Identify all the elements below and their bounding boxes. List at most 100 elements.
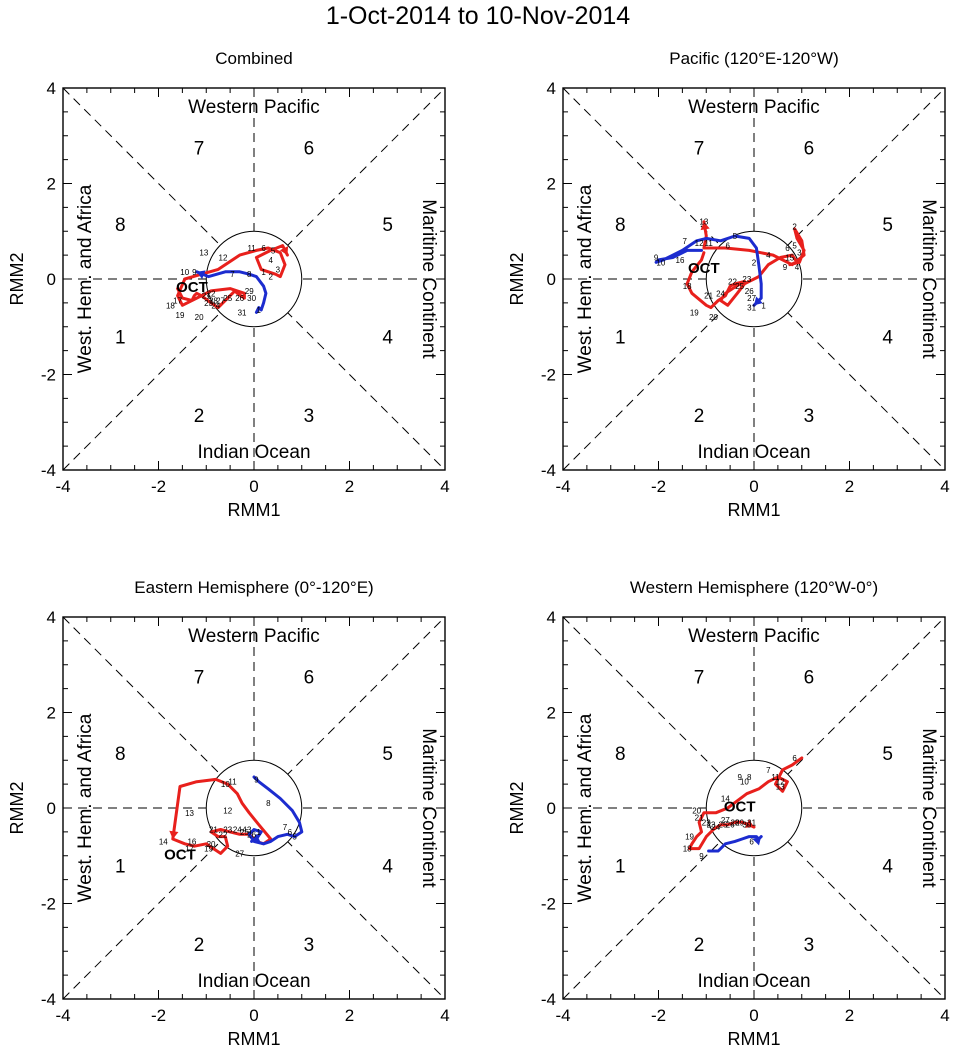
region-label-right: Maritime Continent xyxy=(918,728,939,888)
y-tick-label: -4 xyxy=(541,990,556,1009)
day-label: 6 xyxy=(792,754,797,763)
day-label: 16 xyxy=(187,837,196,846)
x-axis-label: RMM1 xyxy=(228,1029,281,1049)
series-arrow-october xyxy=(700,221,710,231)
series-line-october xyxy=(688,756,804,851)
day-label: 8 xyxy=(747,773,752,782)
y-tick-label: 0 xyxy=(47,799,56,818)
day-label: 5 xyxy=(271,246,276,255)
x-axis-label: RMM1 xyxy=(728,500,781,520)
y-tick-label: 2 xyxy=(547,175,556,194)
y-tick-label: -4 xyxy=(41,990,56,1009)
month-label-oct: OCT xyxy=(164,846,196,863)
phase-number-6: 6 xyxy=(804,668,815,689)
x-tick-label: -4 xyxy=(555,477,570,496)
day-label: 10 xyxy=(221,780,230,789)
day-label: 14 xyxy=(721,794,730,803)
day-label: 12 xyxy=(695,239,704,248)
phase-number-5: 5 xyxy=(882,215,893,236)
panel-title: Combined xyxy=(215,49,293,68)
day-label: 3 xyxy=(247,825,252,834)
day-label: 14 xyxy=(159,837,168,846)
day-label: 24 xyxy=(233,825,242,834)
y-axis-label: RMM2 xyxy=(507,253,527,306)
day-label: 25 xyxy=(240,828,249,837)
y-tick-label: 0 xyxy=(547,799,556,818)
day-label: 26 xyxy=(247,830,256,839)
month-label-oct: OCT xyxy=(176,279,208,296)
region-label-right: Maritime Continent xyxy=(418,728,439,888)
series-arrow-november xyxy=(752,836,762,846)
day-label: 26 xyxy=(745,287,754,296)
day-label: 16 xyxy=(676,256,685,265)
phase-number-6: 6 xyxy=(804,139,815,160)
phase-number-7: 7 xyxy=(194,139,205,160)
day-label: 22 xyxy=(702,818,711,827)
region-label-left: West. Hem. and Africa xyxy=(75,713,96,902)
day-label: 24 xyxy=(711,823,720,832)
panel-2: Pacific (120°E-120°W)-4 -2 0 2 4-4-2024RMM1R… xyxy=(507,49,950,520)
phase-number-8: 8 xyxy=(115,215,126,236)
day-label: 23 xyxy=(223,825,232,834)
day-label: 22 xyxy=(207,289,216,298)
y-tick-label: 2 xyxy=(547,704,556,723)
x-tick-label: -2 xyxy=(651,477,666,496)
day-label: 9 xyxy=(254,775,259,784)
phase-number-5: 5 xyxy=(382,744,393,765)
day-label: 21 xyxy=(695,814,704,823)
phase-number-2: 2 xyxy=(194,406,205,427)
day-label: 9 xyxy=(192,268,197,277)
day-label: 12 xyxy=(776,778,785,787)
day-label: 5 xyxy=(792,242,797,251)
day-label: 10 xyxy=(180,268,189,277)
day-label: 9 xyxy=(783,263,788,272)
y-tick-label: 2 xyxy=(47,175,56,194)
x-tick-label: 4 xyxy=(440,477,449,496)
x-tick-label: -4 xyxy=(55,477,70,496)
day-label: 4 xyxy=(766,251,771,260)
day-label: 12 xyxy=(219,254,228,263)
region-label-left: West. Hem. and Africa xyxy=(575,184,596,373)
day-label: 20 xyxy=(692,806,701,815)
x-tick-label: 4 xyxy=(940,477,949,496)
day-label: 4 xyxy=(268,256,273,265)
day-label: 9 xyxy=(737,773,742,782)
day-label: 25 xyxy=(223,294,232,303)
y-tick-label: -2 xyxy=(41,895,56,914)
day-label: 28 xyxy=(730,818,739,827)
day-label: 23 xyxy=(707,821,716,830)
panel-title: Eastern Hemisphere (0°-120°E) xyxy=(134,578,373,597)
day-label: 6 xyxy=(749,837,754,846)
region-label-left: West. Hem. and Africa xyxy=(75,184,96,373)
phase-number-3: 3 xyxy=(804,935,815,956)
y-tick-label: 0 xyxy=(547,270,556,289)
phase-number-6: 6 xyxy=(304,668,315,689)
region-label-bottom: Indian Ocean xyxy=(197,442,310,463)
day-label: 13 xyxy=(776,783,785,792)
day-label: 21 xyxy=(209,825,218,834)
day-label: 13 xyxy=(185,809,194,818)
day-label: 2 xyxy=(752,258,757,267)
phase-number-5: 5 xyxy=(382,215,393,236)
day-label: 20 xyxy=(195,313,204,322)
day-label: 23 xyxy=(204,299,213,308)
day-label: 15 xyxy=(785,254,794,263)
day-label: 26 xyxy=(726,821,735,830)
day-label: 7 xyxy=(683,237,688,246)
x-tick-label: 0 xyxy=(249,1006,258,1025)
day-label: 1 xyxy=(261,268,266,277)
day-label: 3 xyxy=(797,249,802,258)
phase-number-3: 3 xyxy=(304,935,315,956)
series-arrow-october xyxy=(279,246,289,256)
unit-circle xyxy=(205,230,303,328)
region-label-bottom: Indian Ocean xyxy=(697,442,810,463)
x-tick-label: -2 xyxy=(651,1006,666,1025)
day-label: 25 xyxy=(735,282,744,291)
day-label: 23 xyxy=(742,275,751,284)
panel-title: Pacific (120°E-120°W) xyxy=(669,49,839,68)
day-label: 4 xyxy=(242,825,247,834)
panel-3: Eastern Hemisphere (0°-120°E)-4 -2 0 2 4-4-2… xyxy=(7,578,450,1049)
y-tick-label: -2 xyxy=(541,895,556,914)
